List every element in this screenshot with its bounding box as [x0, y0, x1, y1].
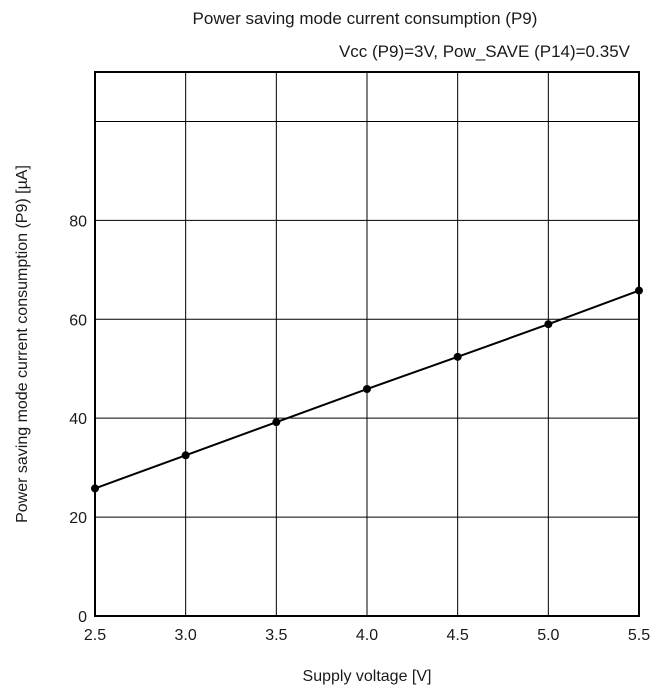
y-axis-ticks: 0 20 40 60 80 [69, 213, 87, 626]
x-axis-ticks: 2.5 3.0 3.5 4.0 4.5 5.0 5.5 [84, 627, 650, 644]
chart-subtitle: Vcc (P9)=3V, Pow_SAVE (P14)=0.35V [339, 42, 631, 61]
x-axis-label: Supply voltage [V] [303, 668, 432, 685]
chart-title: Power saving mode current consumption (P… [193, 9, 538, 28]
data-point [544, 320, 553, 329]
data-point [363, 385, 371, 394]
data-point [453, 352, 462, 361]
grid [94, 72, 640, 617]
data-point [635, 286, 643, 295]
y-axis-label: Power saving mode current consumption (P… [14, 165, 31, 523]
x-tick-label: 3.5 [265, 627, 287, 644]
y-tick-label: 20 [69, 510, 87, 527]
data-point [181, 451, 190, 460]
data-point [91, 484, 99, 493]
x-tick-label: 2.5 [84, 627, 106, 644]
x-tick-label: 5.5 [628, 627, 650, 644]
y-tick-label: 60 [69, 312, 87, 329]
series-layer [91, 286, 643, 493]
y-tick-label: 0 [78, 609, 87, 626]
plot-frame [94, 71, 640, 617]
x-tick-label: 4.5 [447, 627, 469, 644]
x-tick-label: 4.0 [356, 627, 378, 644]
y-tick-label: 40 [69, 411, 87, 428]
x-tick-label: 5.0 [537, 627, 559, 644]
x-tick-label: 3.0 [175, 627, 197, 644]
y-tick-label: 80 [69, 213, 87, 230]
data-point [272, 418, 281, 427]
